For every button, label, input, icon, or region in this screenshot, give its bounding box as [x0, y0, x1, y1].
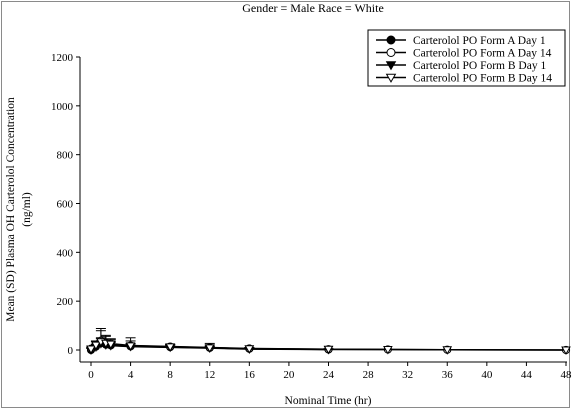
data-point	[561, 346, 571, 355]
x-tick-label: 16	[244, 369, 256, 381]
y-tick-label: 1200	[51, 52, 74, 64]
y-tick-label: 600	[57, 199, 74, 211]
chart-subtitle: Gender = Male Race = White	[242, 1, 384, 15]
legend-item: Carterolol PO Form A Day 1	[376, 35, 546, 47]
y-axis-title-line2: (ng/ml)	[21, 192, 33, 227]
legend-label: Carterolol PO Form A Day 14	[413, 48, 552, 60]
x-tick-label: 44	[521, 369, 533, 381]
data-point	[442, 346, 453, 355]
x-tick-label: 20	[283, 369, 295, 381]
legend-marker	[386, 35, 396, 45]
legend-item: Carterolol PO Form A Day 14	[376, 48, 552, 60]
x-tick-label: 8	[167, 369, 173, 381]
y-tick-label: 0	[68, 345, 74, 357]
x-tick-label: 0	[88, 369, 94, 381]
legend-item: Carterolol PO Form B Day 14	[376, 73, 552, 85]
x-tick-label: 4	[128, 369, 134, 381]
x-tick-label: 28	[363, 369, 375, 381]
x-tick-label: 12	[204, 369, 215, 381]
x-tick-label: 36	[442, 369, 454, 381]
y-tick-label: 800	[57, 150, 74, 162]
x-tick-label: 48	[561, 369, 573, 381]
x-tick-label: 32	[402, 369, 413, 381]
data-point	[323, 345, 334, 355]
y-axis-title-line1: Mean (SD) Plasma OH Carterolol Concentra…	[5, 97, 17, 322]
data-point	[105, 340, 116, 350]
data-point	[125, 342, 136, 351]
legend-marker	[385, 61, 397, 71]
data-point	[204, 344, 215, 353]
series-4	[86, 330, 571, 355]
data-point	[86, 345, 96, 354]
legend-item: Carterolol PO Form B Day 1	[376, 60, 546, 72]
legend-label: Carterolol PO Form A Day 1	[413, 35, 546, 47]
x-axis-title: Nominal Time (hr)	[285, 395, 372, 407]
data-point	[244, 345, 255, 354]
plot-area	[86, 328, 571, 355]
x-tick-label: 24	[323, 369, 335, 381]
axes	[79, 57, 567, 363]
y-tick-label: 400	[57, 247, 74, 259]
y-axis-title: Mean (SD) Plasma OH Carterolol Concentra…	[5, 97, 33, 322]
y-tick-label: 200	[57, 296, 74, 308]
legend-label: Carterolol PO Form B Day 14	[413, 73, 552, 85]
data-point	[165, 343, 175, 352]
legend-label: Carterolol PO Form B Day 1	[413, 60, 546, 72]
y-tick-label: 1000	[51, 101, 74, 113]
legend-marker	[385, 73, 397, 83]
data-point	[91, 341, 101, 351]
x-tick-label: 40	[481, 369, 493, 381]
legend-marker	[386, 48, 396, 57]
data-point	[383, 346, 393, 355]
